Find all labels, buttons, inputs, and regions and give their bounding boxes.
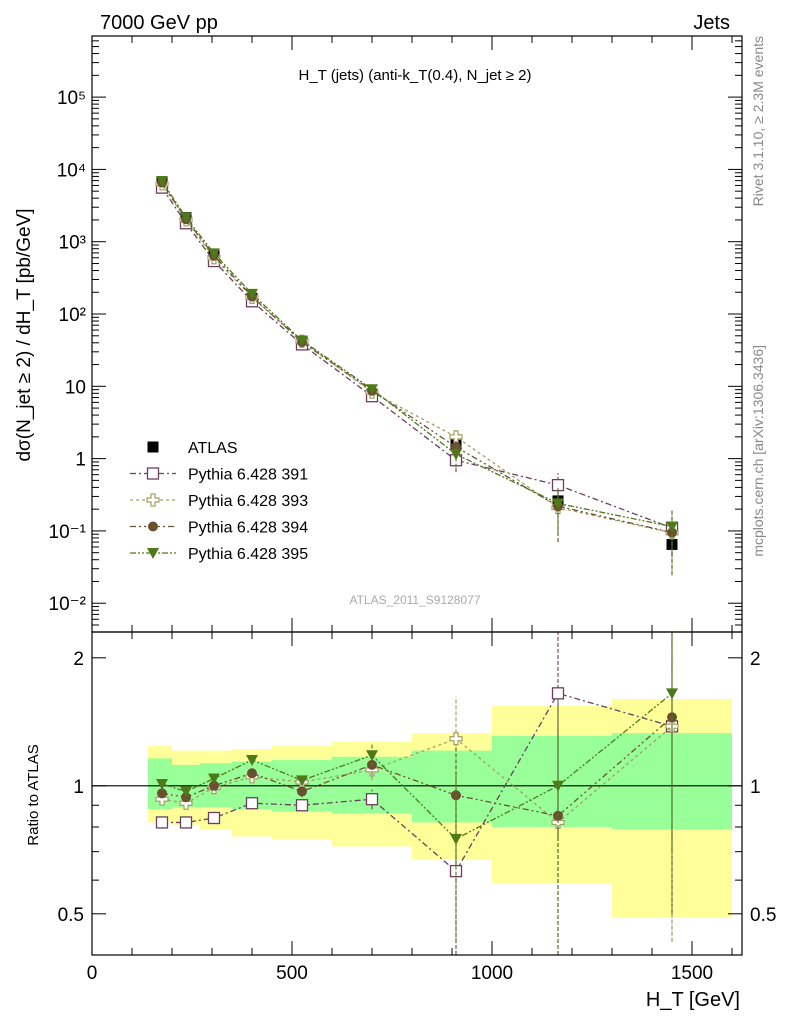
x-tick-label: 0 xyxy=(87,963,98,984)
ratio-plot: 0.5 0.5 1 1 2 2 0 500 1000 1500 Ratio to ATLAS H_… xyxy=(25,631,776,1011)
data-point xyxy=(156,778,168,790)
ratio-plot-marks xyxy=(155,632,679,955)
y-tick-label-right: 1 xyxy=(750,777,761,798)
data-point xyxy=(209,780,219,791)
ratio-uncertainty-bands xyxy=(92,699,742,918)
data-point xyxy=(208,773,220,785)
legend-entry: Pythia 6.428 395 xyxy=(130,546,308,563)
y-tick-label: 10 xyxy=(65,377,86,398)
x-tick-label: 1000 xyxy=(471,963,513,984)
main-title: H_T (jets) (anti-k_T(0.4), N_jet ≥ 2) xyxy=(298,67,531,84)
x-tick-label: 500 xyxy=(276,963,308,984)
legend-entry: Pythia 6.428 391 xyxy=(130,467,308,484)
watermark: ATLAS_2011_S9128077 xyxy=(350,593,481,607)
data-point xyxy=(157,788,167,799)
mcplots-label: mcplots.cern.ch [arXiv:1306.3436] xyxy=(750,345,766,557)
legend-marker xyxy=(147,548,159,559)
ratio-plot-axes: 0.5 0.5 1 1 2 2 0 500 1000 1500 xyxy=(58,631,776,984)
y-tick-label: 1 xyxy=(75,450,86,471)
data-point xyxy=(180,786,192,798)
data-point xyxy=(180,212,192,224)
header-left: 7000 GeV pp xyxy=(100,12,218,34)
band-inner xyxy=(412,750,492,823)
data-point xyxy=(551,687,565,700)
legend-label: Pythia 6.428 393 xyxy=(188,493,308,510)
y-tick-label-right: 0.5 xyxy=(750,905,776,926)
legend-entry: ATLAS xyxy=(147,440,238,457)
data-point xyxy=(179,816,193,829)
legend: ATLAS Pythia 6.428 391 Pythia 6.428 393 Pyt… xyxy=(130,440,308,563)
main-plot-marks xyxy=(155,176,679,576)
header-right: Jets xyxy=(693,12,730,34)
data-point xyxy=(246,754,258,766)
y-tick-label: 10² xyxy=(59,305,86,326)
y-tick-label: 10⁻² xyxy=(49,594,87,615)
series-4 xyxy=(156,176,678,575)
y-tick-label: 10⁴ xyxy=(57,160,86,181)
data-point xyxy=(297,786,307,797)
legend-marker xyxy=(147,441,159,453)
x-tick-label: 1500 xyxy=(671,963,713,984)
data-point xyxy=(247,768,257,779)
legend-label: Pythia 6.428 394 xyxy=(188,520,308,537)
data-point xyxy=(295,799,309,812)
band-inner xyxy=(492,735,612,828)
data-point xyxy=(208,248,220,260)
y-tick-label: 1 xyxy=(73,777,84,798)
data-point xyxy=(365,793,379,806)
legend-label: Pythia 6.428 391 xyxy=(188,467,308,484)
ratio-y-axis-label: Ratio to ATLAS xyxy=(25,744,42,845)
data-point xyxy=(296,335,308,347)
y-tick-label: 0.5 xyxy=(58,905,84,926)
y-tick-label: 10⁵ xyxy=(57,88,86,109)
main-plot: H_T (jets) (anti-k_T(0.4), N_jet ≥ 2) AT… xyxy=(14,35,743,633)
y-tick-label: 10⁻¹ xyxy=(49,522,87,543)
main-y-axis-label: dσ(N_jet ≥ 2) / dH_T [pb/GeV] xyxy=(14,208,35,461)
data-point xyxy=(552,780,564,792)
series-1 xyxy=(155,181,679,569)
data-point xyxy=(296,775,308,787)
data-point xyxy=(449,864,463,878)
legend-entry: Pythia 6.428 393 xyxy=(130,493,308,510)
y-tick-label: 10³ xyxy=(59,233,86,254)
data-point xyxy=(450,833,462,845)
data-point xyxy=(246,288,258,300)
data-point xyxy=(155,816,169,829)
legend-marker xyxy=(146,467,160,480)
main-plot-axes: 10⁻² 10⁻¹ 1 10 10² 10³ 10⁴ 10⁵ xyxy=(49,35,743,633)
data-point xyxy=(156,176,168,188)
data-point xyxy=(552,498,564,510)
data-point xyxy=(366,750,378,762)
data-point xyxy=(666,688,678,700)
legend-label: Pythia 6.428 395 xyxy=(188,546,308,563)
data-point xyxy=(245,797,259,810)
data-point xyxy=(207,811,221,825)
data-point xyxy=(450,449,462,461)
main-frame xyxy=(91,35,743,633)
rivet-label: Rivet 3.1.10, ≥ 2.3M events xyxy=(750,36,766,206)
ratio-series-3 xyxy=(156,632,678,955)
legend-entry: Pythia 6.428 394 xyxy=(130,520,308,537)
x-axis-label: H_T [GeV] xyxy=(646,989,740,1011)
legend-marker xyxy=(148,521,158,532)
data-point xyxy=(366,384,378,396)
series-3 xyxy=(157,177,677,575)
y-tick-label: 2 xyxy=(73,649,84,670)
data-point xyxy=(666,521,678,533)
data-point xyxy=(449,732,463,746)
ratio-frame xyxy=(91,631,743,956)
legend-marker xyxy=(146,493,160,507)
y-tick-label-right: 2 xyxy=(750,649,761,670)
legend-label: ATLAS xyxy=(188,440,238,457)
